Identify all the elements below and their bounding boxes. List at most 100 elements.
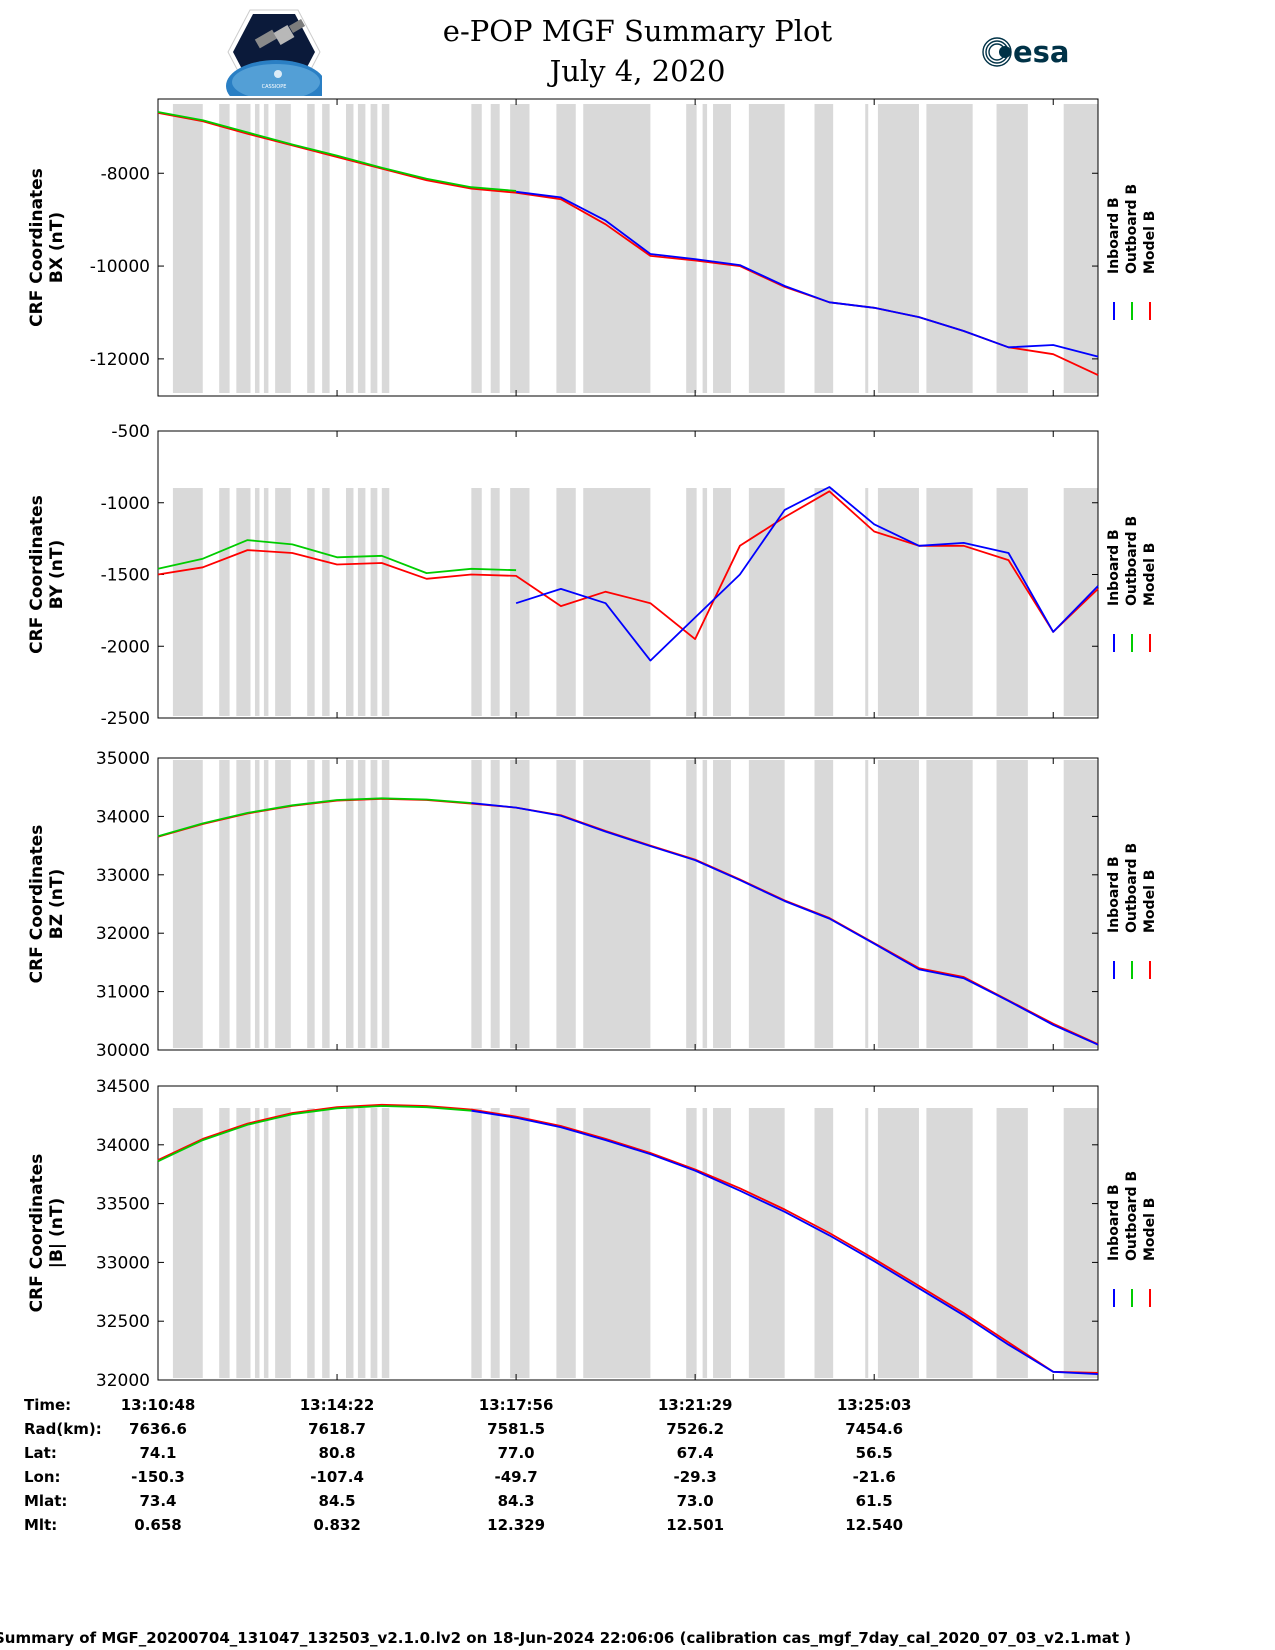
y-axis-label-line1: CRF Coordinates	[27, 825, 47, 984]
data-gap-band	[1063, 488, 1098, 716]
data-gap-band	[346, 104, 354, 393]
data-gap-band	[357, 488, 366, 716]
y-axis-label: CRF CoordinatesBX (nT)	[27, 168, 67, 327]
data-gap-band	[814, 488, 834, 716]
data-gap-band	[219, 760, 230, 1048]
y-tick-label: 35000	[96, 749, 150, 769]
data-gap-band	[263, 488, 269, 716]
data-gap-band	[370, 488, 378, 716]
y-tick-label: 32000	[96, 924, 150, 944]
data-gap-band	[370, 104, 378, 393]
y-axis-label-line2: |B| (nT)	[47, 1198, 67, 1269]
data-gap-band	[322, 104, 330, 393]
y-axis-label-line2: BY (nT)	[47, 540, 67, 610]
data-gap-band	[713, 760, 731, 1048]
legend-label-outboard: Outboard B	[1124, 1171, 1140, 1261]
series-line-inboard-b	[471, 802, 1099, 1046]
legend-label-model: Model B	[1142, 543, 1158, 606]
data-gap-band	[556, 104, 576, 393]
data-gap-band	[996, 488, 1028, 716]
data-gap-band	[748, 760, 785, 1048]
data-gap-band	[254, 488, 260, 716]
y-tick-label: 31000	[96, 983, 150, 1003]
data-gap-band	[926, 488, 973, 716]
series-line-model-b	[157, 490, 1099, 640]
data-gap-band	[865, 760, 869, 1048]
data-gap-band	[814, 1108, 834, 1378]
series-line-model-b	[157, 1103, 1099, 1374]
cassiope-mission-logo: CASSIOPE	[226, 9, 322, 96]
data-gap-band	[381, 104, 390, 393]
data-gap-band	[490, 488, 500, 716]
data-gap-band	[307, 104, 315, 393]
data-gap-band	[510, 104, 530, 393]
y-axis-label-line1: CRF Coordinates	[27, 495, 47, 654]
y-tick-label: -1000	[101, 494, 150, 514]
data-gap-band	[322, 1108, 330, 1378]
data-gap-band	[713, 104, 731, 393]
data-gap-band	[490, 104, 500, 393]
data-gap-band	[370, 1108, 378, 1378]
legend-label-outboard: Outboard B	[1124, 184, 1140, 274]
data-gap-band	[702, 1108, 708, 1378]
data-gap-band	[254, 760, 260, 1048]
data-gap-band	[996, 760, 1028, 1048]
series-line-outboard-b	[157, 539, 517, 574]
legend-label-inboard: Inboard B	[1106, 529, 1122, 606]
data-gap-band	[357, 1108, 366, 1378]
legend-label-model: Model B	[1142, 870, 1158, 933]
y-axis-label-line2: BZ (nT)	[47, 869, 67, 939]
data-gap-band	[307, 1108, 315, 1378]
data-gap-band	[263, 1108, 269, 1378]
data-gap-band	[263, 104, 269, 393]
plot-frame	[157, 1085, 1099, 1381]
data-gap-band	[471, 104, 482, 393]
data-gap-band	[346, 488, 354, 716]
data-gap-band	[556, 1108, 576, 1378]
data-gap-band	[877, 488, 919, 716]
panel-3: 35000 34000 33000 32000 31000 30000 CRF Coordi…	[27, 749, 1158, 1061]
y-tick-label: 33000	[96, 866, 150, 886]
y-tick-label: -1500	[101, 566, 150, 586]
data-gap-band	[686, 104, 697, 393]
data-gap-band	[254, 104, 260, 393]
data-gap-band	[702, 760, 708, 1048]
data-gap-band	[926, 1108, 973, 1378]
y-tick-label: -2500	[101, 709, 150, 729]
data-gap-band	[381, 760, 390, 1048]
y-tick-label: -2000	[101, 637, 150, 657]
data-gap-band	[713, 1108, 731, 1378]
data-gap-band	[583, 1108, 651, 1378]
data-gap-band	[926, 104, 973, 393]
y-tick-label: 33000	[96, 1253, 150, 1273]
series-line-inboard-b	[515, 486, 1099, 662]
data-gap-band	[172, 1108, 203, 1378]
data-gap-band	[686, 760, 697, 1048]
data-gap-band	[490, 1108, 500, 1378]
series-line-outboard-b	[157, 111, 517, 192]
data-gap-band	[865, 488, 869, 716]
data-gap-band	[307, 488, 315, 716]
data-gap-band	[357, 104, 366, 393]
data-gap-band	[322, 760, 330, 1048]
y-tick-label: -12000	[90, 350, 150, 370]
data-gap-band	[275, 488, 291, 716]
esa-logo-text: esa	[1013, 35, 1070, 69]
data-gap-band	[510, 760, 530, 1048]
data-gap-band	[219, 488, 230, 716]
data-gap-band	[702, 104, 708, 393]
data-gap-band	[263, 760, 269, 1048]
data-gap-band	[556, 488, 576, 716]
page-subtitle-date: July 4, 2020	[549, 54, 726, 88]
y-tick-label: 32500	[96, 1312, 150, 1332]
y-tick-label: -500	[111, 422, 150, 442]
data-gap-band	[748, 488, 785, 716]
data-gap-band	[254, 1108, 260, 1378]
mission-logo-text: CASSIOPE	[262, 84, 287, 90]
data-gap-band	[381, 488, 390, 716]
data-gap-band	[346, 760, 354, 1048]
y-tick-label: 33500	[96, 1195, 150, 1215]
panel-1: -8000 -10000 -12000 CRF CoordinatesBX (nT) I…	[27, 98, 1158, 397]
y-tick-label: 30000	[96, 1041, 150, 1061]
